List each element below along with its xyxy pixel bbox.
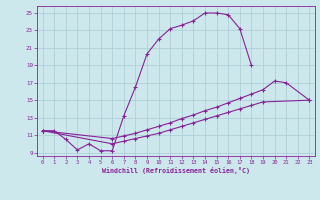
X-axis label: Windchill (Refroidissement éolien,°C): Windchill (Refroidissement éolien,°C) [102, 167, 250, 174]
